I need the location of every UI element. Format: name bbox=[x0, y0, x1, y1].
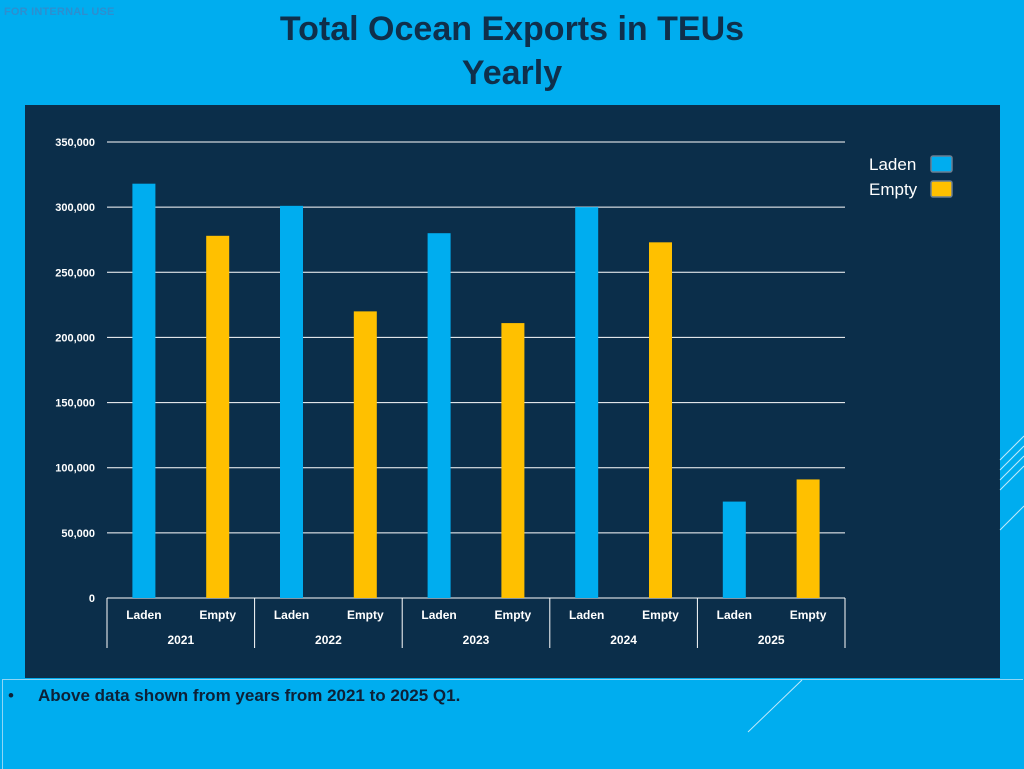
bar-laden-2022 bbox=[280, 205, 303, 598]
x-category-label: Empty bbox=[199, 608, 236, 622]
y-tick-label: 150,000 bbox=[55, 398, 95, 410]
y-tick-label: 50,000 bbox=[61, 528, 95, 540]
x-category-label: Empty bbox=[347, 608, 384, 622]
x-category-label: Empty bbox=[790, 608, 827, 622]
x-category-label: Laden bbox=[717, 608, 752, 622]
legend-swatch-laden bbox=[930, 155, 953, 173]
bar-laden-2023 bbox=[427, 233, 451, 598]
page-subtitle: Yearly bbox=[461, 54, 563, 92]
note-row: • Above data shown from years from 2021 t… bbox=[8, 686, 460, 706]
y-tick-label: 250,000 bbox=[55, 267, 95, 279]
bar-empty-2023 bbox=[501, 323, 525, 598]
bar-empty-2025 bbox=[796, 479, 820, 598]
x-category-label: Laden bbox=[421, 608, 456, 622]
y-tick-label: 300,000 bbox=[55, 202, 95, 214]
legend-label: Laden bbox=[869, 155, 916, 174]
bar-laden-2021 bbox=[132, 183, 156, 598]
x-category-label: Laden bbox=[569, 608, 604, 622]
bar-empty-2021 bbox=[206, 235, 230, 598]
legend-label: Empty bbox=[869, 180, 918, 199]
watermark-text: FOR INTERNAL USE bbox=[4, 6, 115, 18]
bullet-icon: • bbox=[8, 686, 14, 705]
y-tick-label: 100,000 bbox=[55, 463, 95, 475]
x-year-label: 2021 bbox=[167, 633, 194, 647]
chart-panel: 0 50,000 100,000 150,000 200,000 250,000 300,0… bbox=[25, 105, 1000, 678]
bar-laden-2024 bbox=[575, 207, 599, 598]
legend-swatch-empty bbox=[930, 180, 953, 198]
y-tick-label: 200,000 bbox=[55, 332, 95, 344]
x-year-label: 2024 bbox=[610, 633, 637, 647]
x-year-label: 2025 bbox=[758, 633, 785, 647]
notes-area bbox=[2, 679, 1023, 769]
bar-laden-2025 bbox=[722, 501, 746, 598]
x-year-label: 2023 bbox=[463, 633, 490, 647]
y-tick-label: 350,000 bbox=[55, 137, 95, 149]
note-text: Above data shown from years from 2021 to… bbox=[38, 686, 461, 705]
x-category-label: Laden bbox=[126, 608, 161, 622]
x-year-label: 2022 bbox=[315, 633, 342, 647]
bar-chart: 0 50,000 100,000 150,000 200,000 250,000 300,0… bbox=[55, 137, 953, 648]
bar-empty-2024 bbox=[649, 242, 672, 598]
bar-empty-2022 bbox=[353, 311, 377, 598]
x-category-label: Empty bbox=[495, 608, 532, 622]
x-category-label: Laden bbox=[274, 608, 309, 622]
y-tick-label: 0 bbox=[89, 593, 95, 605]
x-category-label: Empty bbox=[642, 608, 679, 622]
page-title: Total Ocean Exports in TEUs bbox=[279, 10, 745, 48]
